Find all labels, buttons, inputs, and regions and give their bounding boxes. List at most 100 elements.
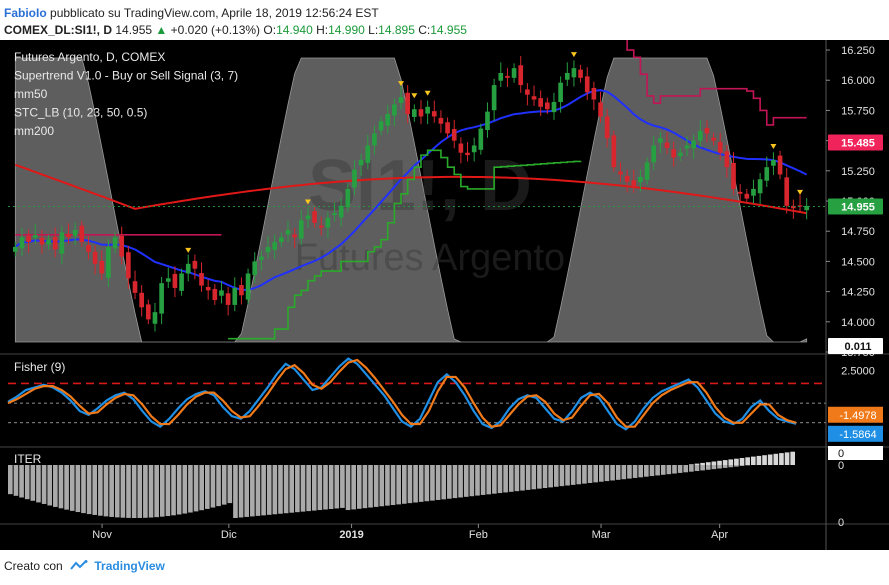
candle-body — [332, 213, 337, 216]
iter-bar — [779, 453, 784, 465]
candle-body — [79, 225, 85, 243]
iter-bar — [689, 465, 694, 472]
candle-body — [531, 96, 537, 100]
iter-bar — [486, 465, 492, 495]
mm200-line — [14, 163, 807, 215]
mm50-line — [14, 89, 808, 292]
iter-bar — [53, 465, 58, 507]
candle-body — [797, 205, 803, 207]
iter-bar — [750, 456, 756, 465]
candle-body — [199, 273, 204, 286]
iter-bar — [705, 465, 711, 470]
supertrend-line — [228, 149, 582, 340]
candle-body — [804, 205, 810, 211]
iter-bar — [58, 465, 64, 509]
iter-bar — [435, 465, 441, 500]
legend-entry: mm50 — [14, 87, 48, 101]
sell-signal-icon — [304, 199, 311, 205]
candle-body — [259, 256, 264, 260]
candle-body — [245, 273, 251, 300]
candle-body — [491, 85, 497, 111]
iter-bar — [244, 465, 250, 517]
author-name[interactable]: FabioIo — [4, 6, 47, 20]
candle-body — [558, 82, 563, 102]
candle-body — [405, 92, 411, 115]
candle-body — [618, 171, 623, 175]
iter-bar — [75, 465, 81, 513]
iter-bar — [627, 465, 632, 479]
publish-line: FabioIo pubblicato su TradingView.com, A… — [4, 6, 379, 20]
price-tick-label: 14.750 — [841, 226, 875, 238]
ohlc-line: COMEX_DL:SI1!, D 14.955 ▲ +0.020 (+0.13%… — [4, 23, 467, 37]
x-tick-label: Mar — [592, 529, 611, 541]
iter-bar — [520, 465, 525, 491]
iter-pane[interactable]: ITER — [8, 451, 795, 518]
candle-body — [704, 128, 710, 134]
iter-bar — [114, 465, 120, 518]
chart-area[interactable]: SI1!, D Futures Argento Futures Argento, D… — [0, 40, 889, 550]
iter-bar — [19, 465, 24, 498]
iter-bar — [683, 465, 689, 473]
iter-bar — [497, 465, 503, 494]
iter-bar — [373, 465, 379, 507]
candle-body — [764, 167, 770, 181]
iter-bar — [323, 465, 328, 510]
trigger-fisher-label: -1.4978 — [839, 410, 876, 422]
candle-body — [571, 68, 577, 78]
x-tick-label: Dic — [221, 529, 237, 541]
close-value: 14.955 — [430, 23, 467, 37]
candle-body — [744, 193, 750, 199]
iter-bar — [356, 465, 362, 509]
iter-bar — [570, 465, 576, 485]
candle-body — [631, 180, 637, 187]
iter-bar — [621, 465, 627, 480]
candle-body — [252, 261, 258, 275]
iter-tick-label: 0 — [838, 448, 844, 460]
candle-body — [185, 263, 191, 274]
fisher-pane[interactable]: Fisher (9) — [7, 357, 826, 431]
supertrend-price-label: 15.485 — [841, 137, 875, 149]
candle-body — [751, 188, 756, 196]
candle-body — [126, 252, 131, 279]
iter-bar — [610, 465, 615, 481]
fisher-line — [7, 357, 797, 431]
candle-body — [671, 149, 677, 158]
candle-body — [32, 234, 38, 238]
candle-body — [338, 205, 344, 218]
iter-bar — [216, 465, 221, 507]
iter-bar — [717, 465, 722, 469]
candle-body — [505, 75, 510, 78]
candle-body — [445, 122, 450, 134]
tradingview-brand[interactable]: TradingView — [94, 559, 165, 573]
candle-body — [145, 304, 151, 320]
iter-bar — [278, 465, 283, 514]
iter-bar — [705, 462, 711, 465]
iter-bar — [649, 465, 655, 477]
candle-body — [418, 109, 424, 117]
price-tick-label: 15.750 — [841, 105, 875, 117]
candle-body — [425, 106, 430, 114]
candle-body — [658, 138, 663, 143]
iter-bar — [447, 465, 452, 499]
candle-body — [731, 162, 736, 189]
iter-bar — [762, 455, 767, 465]
iter-bar — [548, 465, 553, 488]
candle-body — [219, 290, 224, 296]
iter-bar — [289, 465, 295, 513]
sell-signal-icon — [185, 247, 192, 253]
iter-bar — [424, 465, 430, 502]
iter-bar — [407, 465, 413, 504]
iter-bar — [368, 465, 373, 508]
iter-bar — [672, 465, 677, 474]
iter-bar — [120, 465, 126, 518]
iter-bar — [790, 451, 795, 465]
iter-bar — [36, 465, 41, 503]
candle-body — [106, 246, 111, 278]
candle-body — [212, 288, 218, 301]
high-label: H: — [316, 23, 329, 37]
candle-body — [717, 142, 723, 153]
candle-body — [438, 117, 444, 124]
candle-body — [365, 145, 371, 163]
